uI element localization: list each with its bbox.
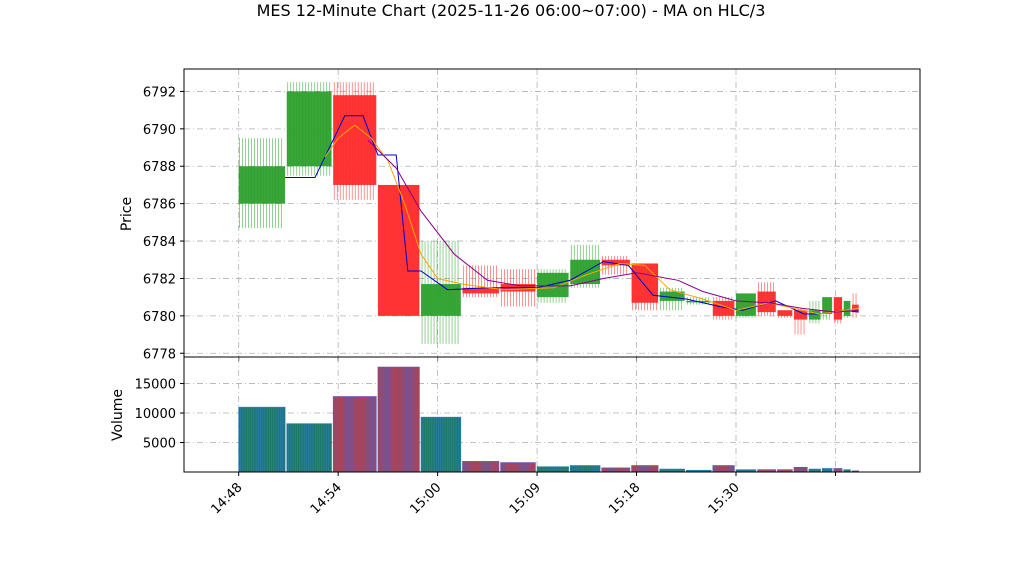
candle-body-up [421,284,461,316]
moving-average-lines [285,115,859,315]
volume-bars [238,366,859,473]
price-axis-label: Price [119,197,135,231]
candle-body-down [377,184,420,316]
price-y-tick-label: 6792 [143,85,176,100]
volume-y-tick-label: 10000 [135,407,176,422]
candle-body-up [537,272,569,298]
volume-panel-border [183,356,921,473]
candle-body-down [631,263,659,303]
volume-axis-label: Volume [110,389,126,441]
x-tick-label: 14:54 [308,480,345,517]
x-tick-label: 14:48 [208,480,245,517]
moving-average-line [367,139,859,313]
x-axis-ticks: 14:48 14:54 15:00 15:09 15:18 15:30 [208,472,836,517]
candle-body-up [238,166,286,204]
candle-body-up [843,300,851,316]
volume-bar [238,406,286,473]
volume-bar [377,366,420,473]
candle-body-up [659,291,685,301]
x-tick-label: 15:18 [606,480,643,517]
x-tick-label: 15:30 [706,480,743,517]
price-y-tick-label: 6780 [143,310,176,325]
volume-bar [462,461,500,473]
price-y-tick-label: 6786 [143,198,176,213]
price-y-tick-label: 6782 [143,272,176,287]
volume-bar [286,423,332,473]
candle-body-down [333,95,377,185]
candle-body-up [822,297,833,314]
price-y-ticks: 6778 6780 6782 6784 6786 6788 6790 6792 [143,85,184,362]
price-y-tick-label: 6778 [143,347,176,362]
volume-panel: 5000 10000 15000 14:48 14:54 15:00 15:09 15:18… [110,356,921,517]
price-panel: 6778 6780 6782 6784 6786 6788 6790 6792 Price [119,68,921,362]
candle-body-up [808,310,821,320]
chart-title: MES 12-Minute Chart (2025-11-26 06:00~07… [257,1,766,20]
candle-body-down [462,287,499,294]
candle-body-up [736,293,756,316]
x-tick-label: 15:00 [407,480,444,517]
volume-y-ticks: 5000 10000 15000 [135,378,184,452]
candle-body-down [601,259,630,266]
volume-bar [536,466,569,473]
candle-body-up [286,91,332,167]
x-tick-label: 15:09 [507,480,544,517]
candle-body-down [757,291,776,313]
price-y-tick-label: 6788 [143,160,176,175]
candle-body-down [833,297,843,320]
candle-body-down [777,310,793,316]
price-y-tick-label: 6784 [143,235,176,250]
price-y-tick-label: 6790 [143,123,176,138]
volume-y-tick-label: 15000 [135,378,176,393]
volume-y-tick-label: 5000 [143,437,176,452]
moving-average-line [324,124,859,315]
candle-body-down [794,310,808,320]
